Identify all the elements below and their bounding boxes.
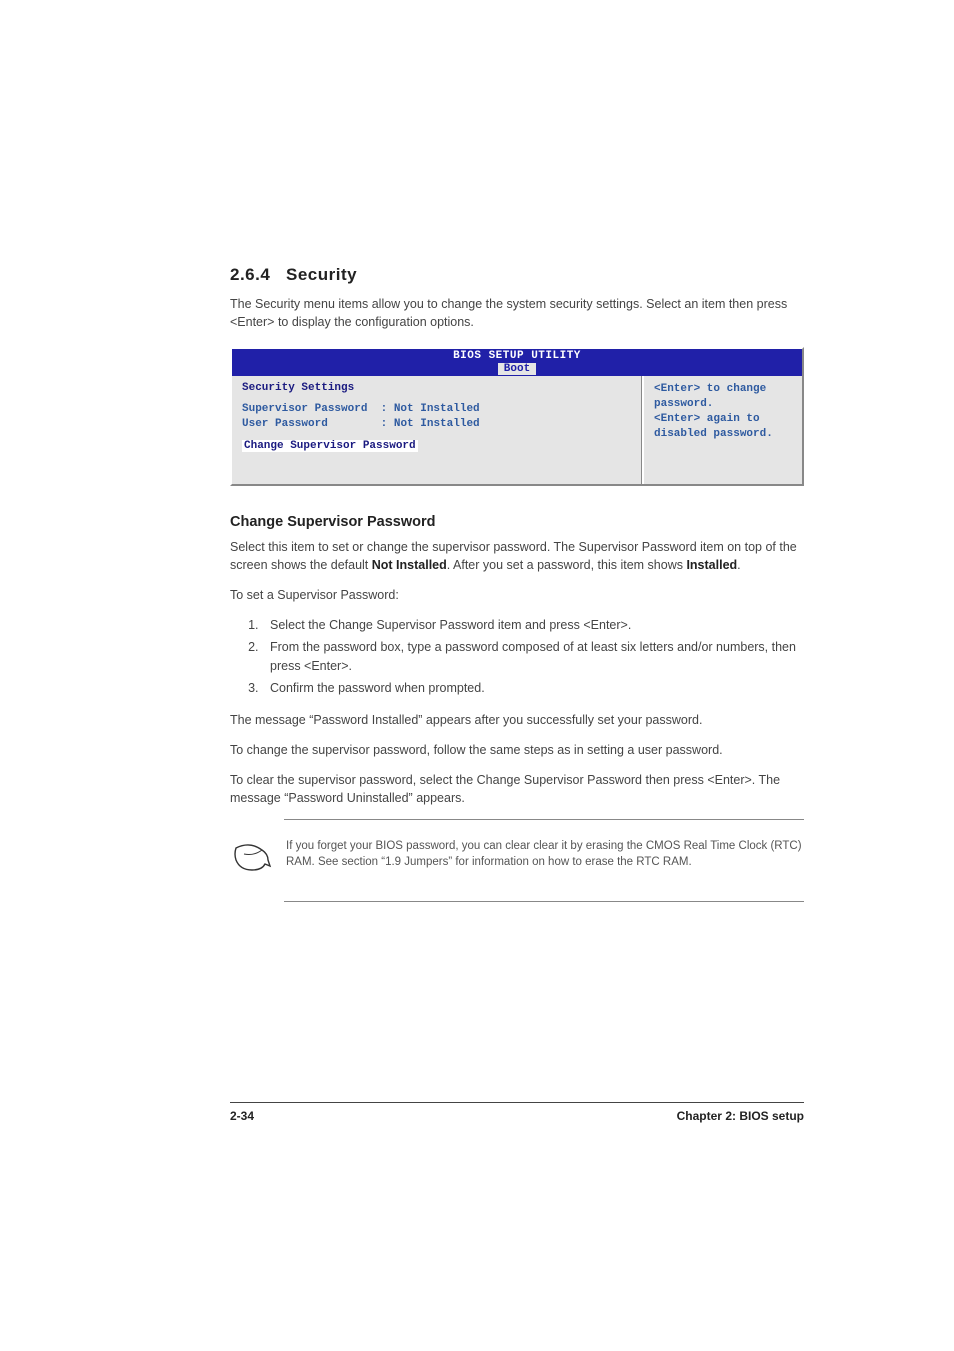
step-item: From the password box, type a password c… <box>262 638 804 674</box>
page-footer: 2-34 Chapter 2: BIOS setup <box>230 1102 804 1123</box>
subsection-para5: To clear the supervisor password, select… <box>230 771 804 807</box>
note-divider-top <box>284 819 804 820</box>
bios-selected-item: Change Supervisor Password <box>242 440 418 452</box>
bios-field-row: Supervisor Password : Not Installed <box>242 402 632 417</box>
text-mid: . After you set a password, this item sh… <box>447 558 687 572</box>
intro-paragraph: The Security menu items allow you to cha… <box>230 295 804 331</box>
footer-chapter: Chapter 2: BIOS setup <box>677 1109 804 1123</box>
section-number: 2.6.4 <box>230 265 270 284</box>
subsection-para3: The message “Password Installed” appears… <box>230 711 804 729</box>
subsection-para1: Select this item to set or change the su… <box>230 538 804 574</box>
note-text: If you forget your BIOS password, you ca… <box>286 838 802 870</box>
bios-field-label: Supervisor Password <box>242 403 367 415</box>
footer-page-number: 2-34 <box>230 1109 254 1123</box>
bold-installed: Installed <box>686 558 737 572</box>
bios-help-text: <Enter> to change password. <Enter> agai… <box>654 382 794 441</box>
note-box: If you forget your BIOS password, you ca… <box>230 838 804 883</box>
subsection-para2: To set a Supervisor Password: <box>230 586 804 604</box>
note-icon <box>232 842 272 883</box>
subsection-para4: To change the supervisor password, follo… <box>230 741 804 759</box>
section-heading: 2.6.4 Security <box>230 265 804 285</box>
bios-field-value: : Not Installed <box>381 403 480 415</box>
step-item: Select the Change Supervisor Password it… <box>262 616 804 634</box>
note-divider-bottom <box>284 901 804 902</box>
subsection-heading: Change Supervisor Password <box>230 514 804 530</box>
bios-spacer <box>242 452 632 474</box>
step-item: Confirm the password when prompted. <box>262 679 804 697</box>
bios-body: Security Settings Supervisor Password : … <box>232 376 802 484</box>
bold-not-installed: Not Installed <box>372 558 447 572</box>
text-suffix: . <box>737 558 740 572</box>
bios-right-pane: <Enter> to change password. <Enter> agai… <box>642 376 802 484</box>
bios-title-bar: BIOS SETUP UTILITY <box>232 349 802 363</box>
bios-field-label: User Password <box>242 418 328 430</box>
bios-tab-boot: Boot <box>498 363 536 375</box>
bios-field-value: : Not Installed <box>381 418 480 430</box>
bios-screenshot: BIOS SETUP UTILITY Boot Security Setting… <box>230 347 804 486</box>
bios-section-heading: Security Settings <box>242 382 632 394</box>
section-title: Security <box>286 265 357 284</box>
bios-left-pane: Security Settings Supervisor Password : … <box>232 376 642 484</box>
steps-list: Select the Change Supervisor Password it… <box>262 616 804 697</box>
page-content: 2.6.4 Security The Security menu items a… <box>0 0 954 1163</box>
bios-tab-row: Boot <box>232 363 802 376</box>
bios-field-row: User Password : Not Installed <box>242 417 632 432</box>
